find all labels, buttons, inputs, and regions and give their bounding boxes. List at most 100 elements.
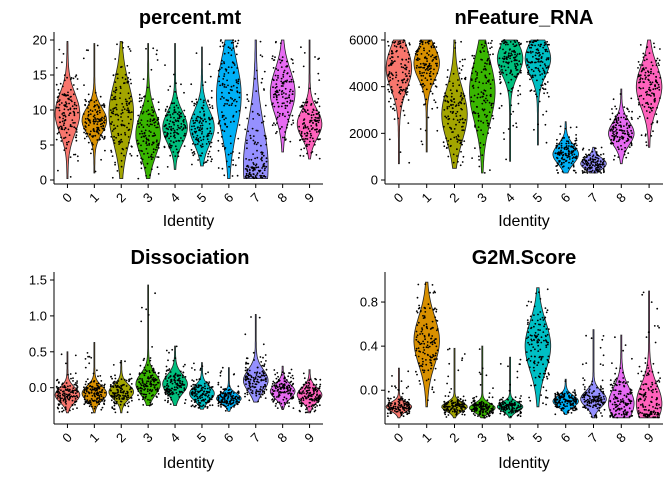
data-point [74, 389, 76, 391]
data-point [611, 130, 614, 132]
data-point [223, 118, 226, 121]
data-point [282, 92, 285, 94]
data-point [404, 403, 407, 405]
data-point [201, 396, 204, 399]
data-point [101, 122, 104, 125]
data-point [278, 385, 281, 388]
data-point [113, 395, 115, 397]
data-point [252, 153, 255, 156]
data-point [230, 152, 232, 155]
data-point [425, 359, 427, 361]
data-point [482, 410, 484, 413]
data-point [228, 104, 231, 107]
data-point [292, 377, 295, 380]
data-point [271, 124, 274, 127]
data-point [130, 82, 133, 85]
data-point [569, 126, 572, 129]
data-point [249, 173, 252, 176]
data-point [287, 389, 289, 392]
data-point [575, 144, 578, 147]
data-point [205, 394, 207, 397]
data-point [567, 149, 570, 152]
data-point [514, 53, 516, 56]
data-point [120, 116, 122, 118]
data-point [277, 395, 280, 397]
data-point [249, 134, 252, 137]
data-point [403, 39, 406, 42]
data-point [166, 387, 169, 390]
data-point [97, 121, 99, 123]
data-point [499, 92, 502, 95]
data-point [175, 148, 178, 151]
data-point [310, 128, 313, 131]
data-point [201, 132, 203, 135]
data-point [406, 91, 409, 93]
data-point [163, 135, 166, 138]
data-point [169, 371, 172, 373]
data-point [518, 60, 521, 63]
data-point [310, 114, 313, 117]
data-point [174, 111, 177, 114]
data-point [420, 342, 423, 345]
data-point [291, 93, 294, 95]
y-tick-label: 0.4 [360, 339, 378, 354]
data-point [155, 126, 158, 129]
data-point [173, 106, 176, 109]
data-point [142, 393, 145, 396]
data-point [419, 40, 421, 43]
data-point [233, 120, 235, 123]
data-point [113, 139, 115, 142]
data-point [571, 157, 574, 160]
data-point [389, 408, 392, 411]
data-point [455, 408, 458, 410]
data-point [83, 398, 86, 401]
data-point [170, 140, 172, 142]
data-point [305, 111, 307, 113]
data-point [287, 392, 290, 395]
data-point [451, 404, 454, 407]
data-point [638, 86, 641, 89]
data-point [585, 171, 588, 173]
data-point [418, 380, 421, 382]
data-point [627, 131, 629, 134]
data-point [648, 52, 651, 54]
data-point [121, 102, 124, 105]
data-point [282, 71, 285, 74]
data-point [94, 399, 96, 402]
data-point [176, 384, 179, 386]
data-point [259, 388, 262, 391]
data-point [156, 59, 159, 61]
data-point [250, 316, 252, 318]
data-point [403, 404, 406, 407]
data-point [175, 104, 178, 107]
data-point [122, 391, 125, 393]
data-point [545, 58, 548, 61]
data-point [117, 118, 120, 121]
x-tick-label: 0 [59, 430, 75, 446]
data-point [194, 127, 197, 130]
data-point [314, 396, 317, 398]
data-point [599, 165, 601, 168]
data-point [198, 129, 200, 132]
data-point [511, 54, 513, 56]
data-point [202, 107, 204, 110]
data-point [309, 132, 312, 135]
data-point [126, 402, 129, 405]
data-point [556, 157, 559, 160]
data-point [151, 119, 154, 122]
data-point [545, 141, 548, 144]
data-point [140, 162, 143, 165]
data-point [537, 123, 539, 126]
data-point [390, 72, 393, 74]
data-point [460, 69, 463, 71]
data-point [622, 116, 625, 119]
data-point [275, 40, 277, 43]
data-point [477, 126, 480, 128]
data-point [254, 141, 256, 144]
data-point [312, 393, 314, 396]
data-point [419, 343, 422, 346]
data-point [281, 391, 283, 394]
data-point [434, 367, 437, 370]
data-point [262, 120, 265, 123]
data-point [221, 129, 224, 132]
